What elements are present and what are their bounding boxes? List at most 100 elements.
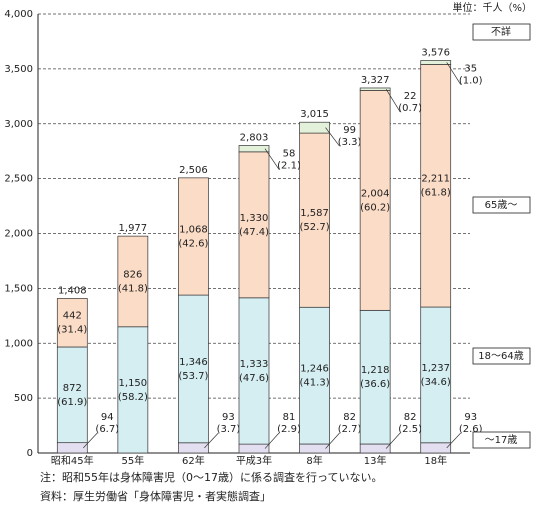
bar-segment	[178, 442, 209, 454]
bar-segment	[299, 443, 330, 454]
share-label: (2.7)	[338, 424, 362, 435]
bar-segment	[299, 132, 330, 308]
share-label: (1.0)	[459, 76, 483, 87]
value-label: 35	[464, 64, 477, 75]
y-tick-label: 3,500	[4, 64, 33, 75]
share-label: (61.9)	[57, 397, 87, 408]
bar-segment	[299, 121, 330, 134]
total-label: 3,327	[361, 75, 390, 86]
bar-segment	[178, 177, 209, 296]
value-label: 1,246	[300, 364, 329, 375]
x-tick-label: 18年	[424, 454, 447, 467]
x-tick-label: 55年	[121, 454, 144, 467]
bar-segment	[420, 64, 452, 308]
x-tick-label: 8年	[306, 454, 322, 467]
value-label: 1,237	[421, 363, 450, 374]
bar-segment	[420, 306, 452, 444]
bar-segment	[56, 298, 88, 348]
leader-line	[204, 432, 219, 449]
share-label: (42.6)	[178, 238, 208, 249]
bar-segment	[238, 297, 270, 445]
bar-segment	[359, 87, 391, 91]
note: 注：昭和55年は身体障害児（0～17歳）に係る調査を行っていない。	[40, 470, 382, 484]
value-label: 93	[222, 412, 235, 423]
legend-label: 18～64歳	[478, 350, 523, 362]
total-label: 3,576	[421, 48, 450, 59]
value-label: 1,587	[300, 208, 329, 219]
total-label: 2,803	[240, 132, 269, 143]
value-label: 99	[343, 125, 356, 136]
y-tick-label: 1,000	[4, 338, 33, 349]
total-label: 3,015	[300, 109, 329, 120]
share-label: (2.5)	[398, 424, 422, 435]
bar-segment	[299, 306, 330, 445]
leader-line	[325, 127, 340, 147]
total-label: 2,506	[179, 165, 208, 176]
x-tick-label: 13年	[364, 454, 387, 467]
leader-line	[83, 432, 98, 449]
leader-line	[385, 88, 401, 113]
share-label: (52.7)	[300, 222, 330, 233]
x-tick-label: 62年	[182, 454, 205, 467]
total-label: 1,408	[58, 285, 87, 296]
bar-segment	[420, 442, 452, 454]
y-tick-label: 1,500	[4, 283, 33, 294]
value-label: 22	[404, 91, 417, 102]
share-label: (61.8)	[421, 188, 451, 199]
bar-segment	[117, 326, 149, 454]
x-tick-label: 平成3年	[236, 454, 272, 467]
y-tick-label: 2,500	[4, 174, 33, 185]
y-tick-label: 500	[14, 393, 33, 404]
bar-segment	[420, 60, 452, 65]
bar-segment	[56, 442, 88, 454]
y-tick-label: 0	[27, 448, 33, 459]
share-label: (41.3)	[300, 378, 330, 389]
bar-segment	[56, 346, 88, 444]
leader-line	[385, 432, 401, 449]
value-label: 2,211	[421, 174, 450, 185]
value-label: 1,150	[119, 378, 148, 389]
share-label: (3.3)	[338, 137, 362, 148]
share-label: (36.6)	[360, 379, 390, 390]
legend-label: 不詳	[491, 25, 511, 38]
value-label: 58	[283, 148, 296, 159]
bar-segment	[359, 90, 391, 311]
value-label: 81	[283, 412, 296, 423]
leader-line	[446, 62, 462, 85]
source: 資料：厚生労働省「身体障害児・者実態調査」	[40, 489, 271, 503]
value-label: 1,346	[179, 357, 208, 368]
bar-segment	[178, 294, 209, 444]
value-label: 442	[63, 311, 82, 322]
bar-segment	[117, 235, 149, 328]
y-tick-label: 2,000	[4, 229, 33, 240]
value-label: 1,333	[240, 359, 269, 370]
share-label: (47.4)	[239, 227, 269, 238]
share-label: (60.2)	[360, 202, 390, 213]
legend-label: 65歳～	[485, 199, 518, 211]
value-label: 82	[343, 412, 356, 423]
share-label: (58.2)	[118, 392, 148, 403]
unit-label: 単位：千人（%）	[452, 1, 532, 14]
share-label: (2.6)	[459, 424, 483, 435]
bar-segment	[238, 443, 270, 454]
share-label: (0.7)	[398, 103, 422, 114]
leader-line	[264, 148, 280, 170]
share-label: (41.8)	[118, 283, 148, 294]
bar-segment	[238, 151, 270, 299]
y-tick-label: 4,000	[4, 9, 33, 20]
value-label: 94	[101, 412, 114, 423]
legend-box	[472, 196, 531, 214]
value-label: 82	[404, 412, 417, 423]
share-label: (34.6)	[421, 377, 451, 388]
legend-label: ～17歳	[485, 434, 518, 446]
value-label: 872	[63, 383, 82, 394]
value-label: 93	[464, 412, 477, 423]
y-tick-label: 3,000	[4, 119, 33, 130]
share-label: (6.7)	[95, 424, 119, 435]
bar-segment	[359, 443, 391, 454]
share-label: (53.7)	[178, 371, 208, 382]
value-label: 2,004	[361, 188, 390, 199]
leader-line	[264, 432, 280, 449]
legend-box	[472, 431, 531, 449]
share-label: (47.6)	[239, 373, 269, 384]
